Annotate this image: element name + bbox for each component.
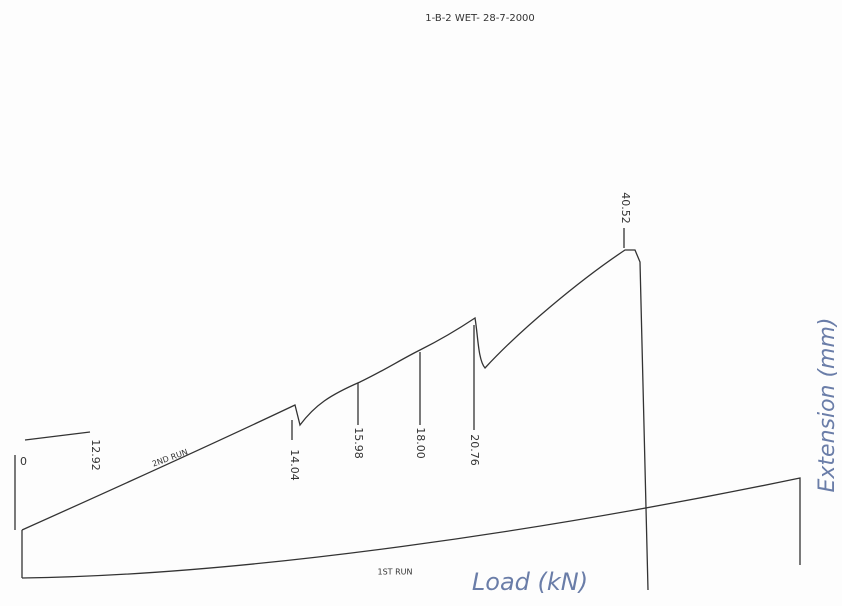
annotation: 15.98 <box>352 427 365 459</box>
x-axis-label: Load (kN) <box>472 568 588 596</box>
annotation: 1ST RUN <box>378 568 413 577</box>
origin-label: 0 <box>20 455 27 468</box>
annotation: 12.92 <box>89 439 102 471</box>
annotation: 14.04 <box>288 449 301 481</box>
annotation: 20.76 <box>468 434 481 466</box>
markers <box>14 228 625 578</box>
second-run-curve <box>21 249 649 591</box>
first-run-curve <box>21 477 801 579</box>
header-title: 1-B-2 WET- 28-7-2000 <box>425 13 535 24</box>
annotation: 18.00 <box>414 427 427 459</box>
annotation: 40.52 <box>619 192 632 224</box>
y-axis-label: Extension (mm) <box>815 317 840 492</box>
